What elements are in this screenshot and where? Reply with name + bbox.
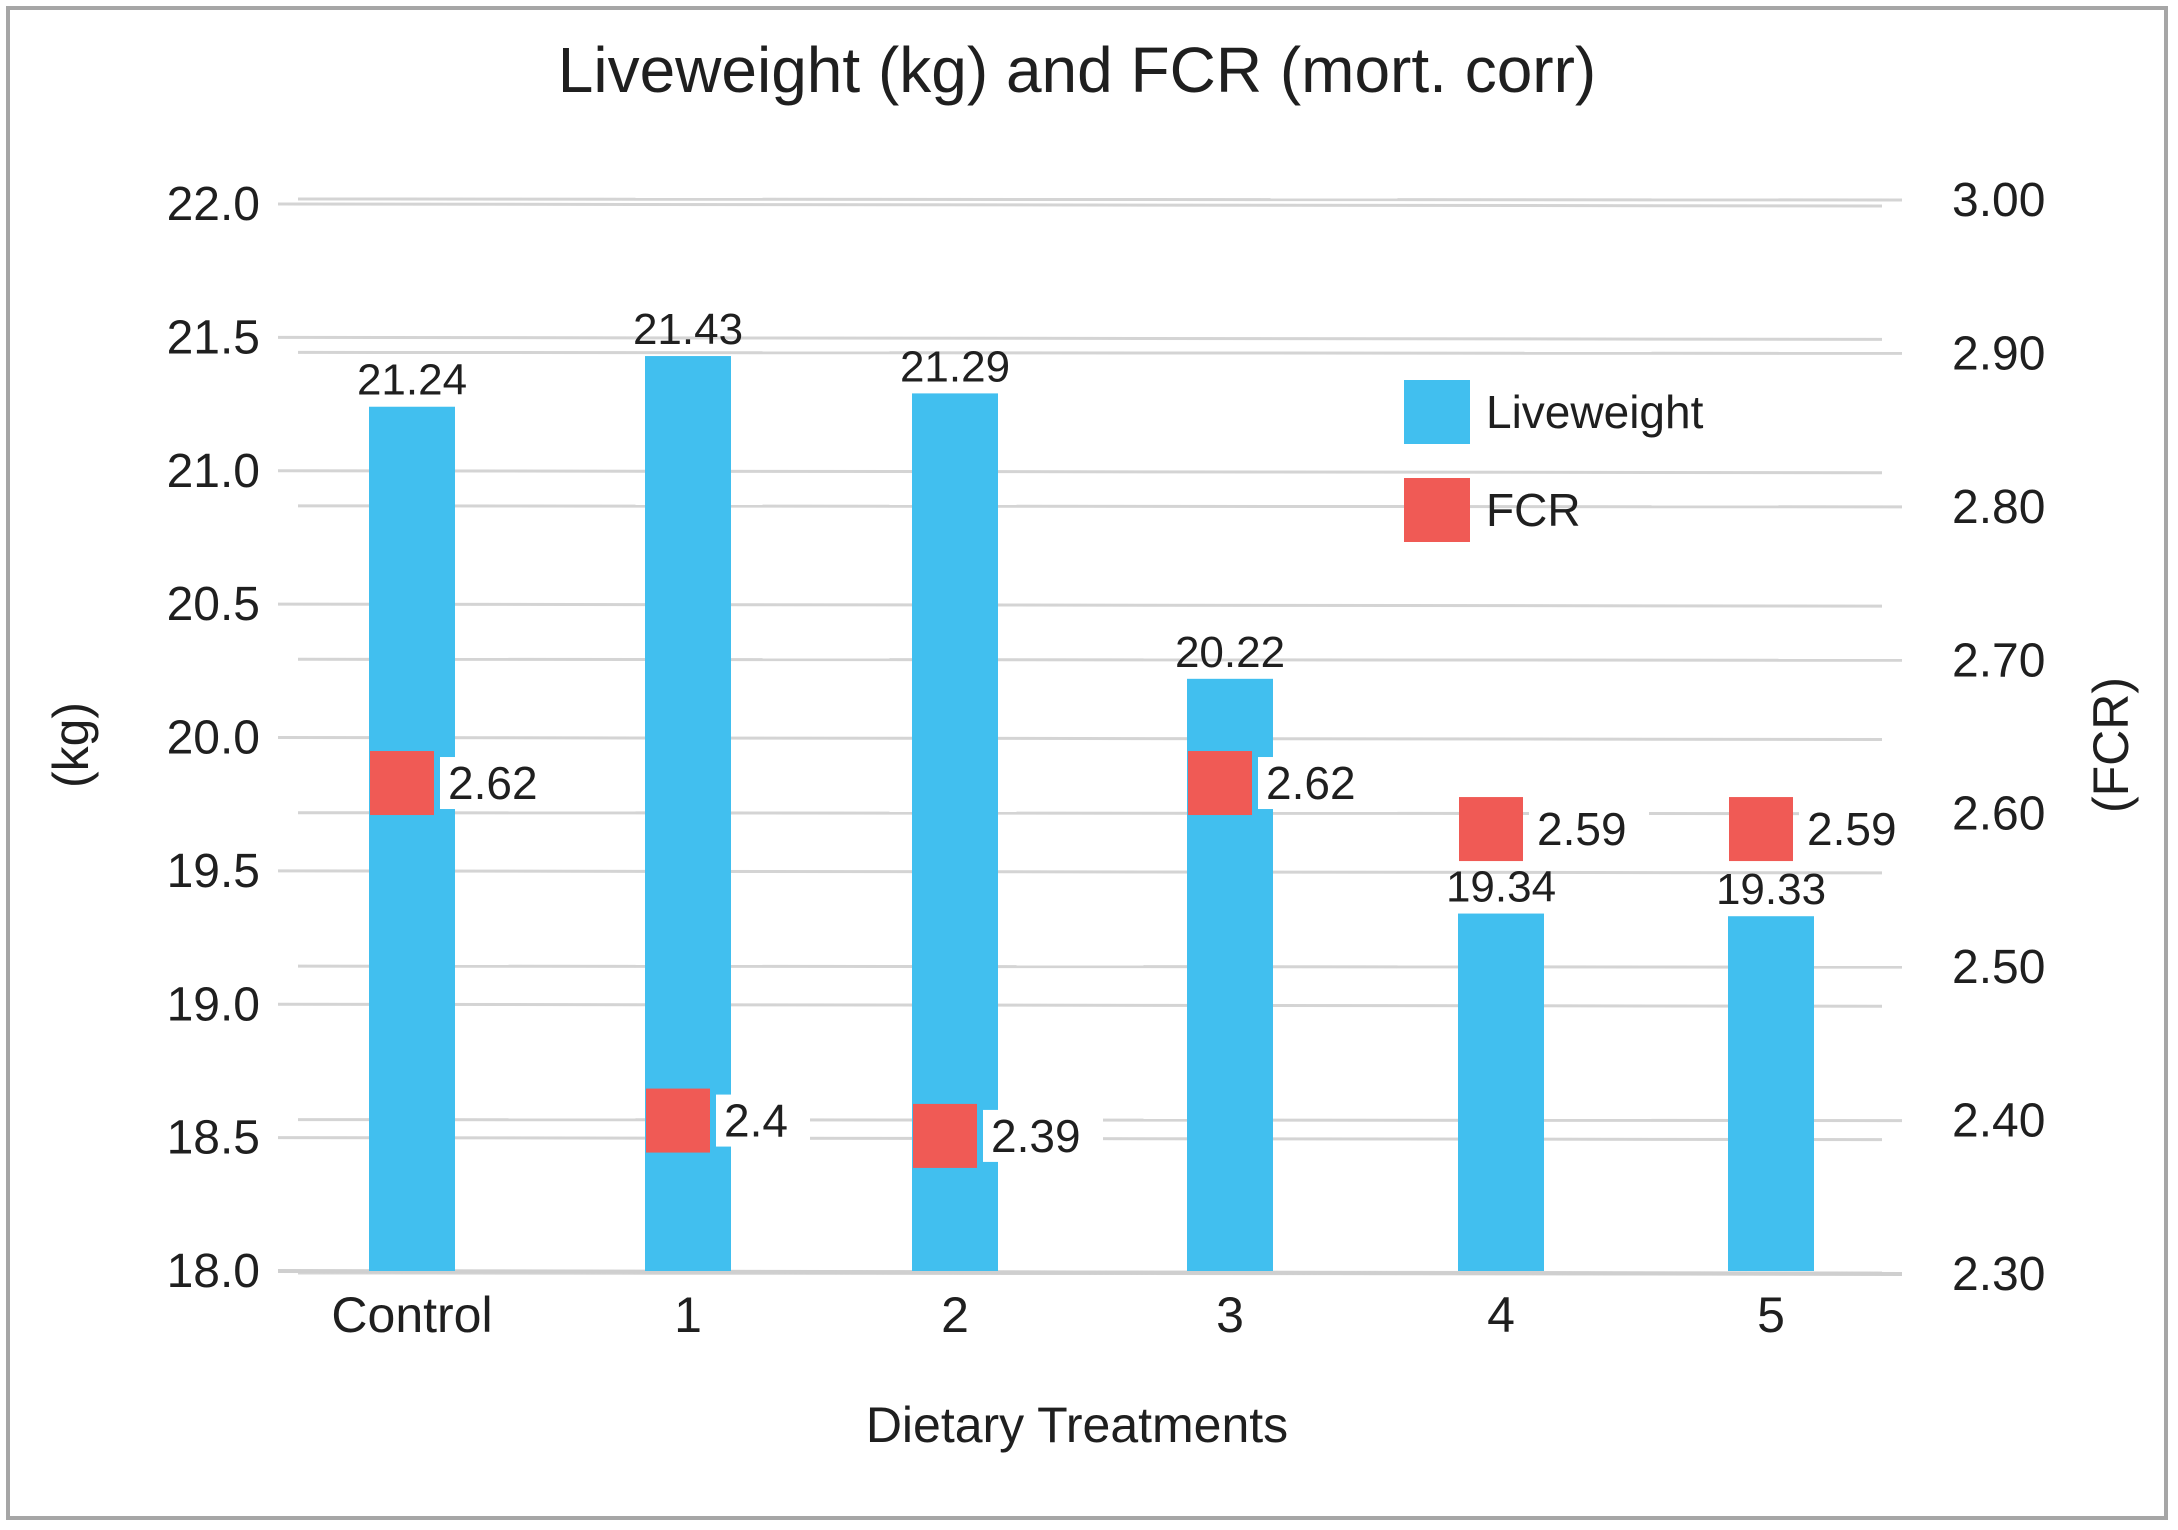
category-label: Control — [331, 1287, 492, 1343]
gridline-left — [277, 335, 1883, 341]
fcr-marker — [913, 1103, 977, 1168]
liveweight-data-label: 21.43 — [633, 305, 743, 354]
gridline-left — [277, 469, 1883, 475]
category-labels: Control 1 2 3 4 5 — [331, 1287, 1785, 1343]
legend: Liveweight FCR — [1404, 380, 1704, 542]
gridline-right — [297, 504, 1903, 509]
liveweight-data-label: 21.29 — [900, 342, 1010, 391]
liveweight-bar — [1458, 913, 1544, 1271]
y-tick-label: 19.0 — [167, 978, 260, 1031]
liveweight-bar — [1728, 916, 1814, 1271]
fcr-label-bg — [1799, 803, 1919, 856]
y2-tick-label: 2.80 — [1952, 481, 2045, 534]
liveweight-data-label: 19.33 — [1716, 865, 1826, 914]
gridline-left — [277, 1002, 1883, 1008]
fcr-label-bg — [440, 757, 560, 810]
chart-svg: Liveweight (kg) and FCR (mort. corr) 18.… — [43, 34, 2139, 1453]
y-tick-label: 20.5 — [167, 578, 260, 631]
fcr-marker — [370, 751, 434, 816]
y2-tick-label: 2.40 — [1952, 1095, 2045, 1148]
category-label: 1 — [674, 1287, 702, 1343]
category-label: 5 — [1757, 1287, 1785, 1343]
fcr-data-label: 2.59 — [1807, 803, 1897, 855]
fcr-data-label: 2.59 — [1537, 803, 1627, 855]
legend-label: Liveweight — [1486, 386, 1704, 438]
fcr-data-label: 2.4 — [724, 1095, 788, 1147]
fcr-marker — [1188, 751, 1252, 816]
gridline-left — [277, 736, 1883, 741]
category-label: 4 — [1487, 1287, 1515, 1343]
fcr-data-label: 2.62 — [448, 757, 538, 809]
y-tick-label: 22.0 — [167, 178, 260, 231]
legend-label: FCR — [1486, 484, 1581, 536]
y-tick-label: 19.5 — [167, 845, 260, 898]
y-tick-label: 18.5 — [167, 1112, 260, 1165]
fcr-data-label: 2.39 — [991, 1110, 1081, 1162]
y2-tick-label: 2.30 — [1952, 1248, 2045, 1301]
category-label: 2 — [941, 1287, 969, 1343]
x-axis-label: Dietary Treatments — [866, 1397, 1288, 1453]
gridline-right — [297, 350, 1903, 355]
y-axis-label: (kg) — [43, 702, 99, 788]
fcr-data-label: 2.62 — [1266, 757, 1356, 809]
x-axis-line — [277, 1269, 1903, 1276]
chart-frame: Liveweight (kg) and FCR (mort. corr) 18.… — [6, 6, 2168, 1520]
gridline-left — [277, 869, 1883, 875]
fcr-label-bg — [1258, 757, 1378, 810]
y2-tick-label: 2.70 — [1952, 634, 2045, 687]
liveweight-labels: 21.24 21.43 21.29 20.22 19.34 19.33 — [357, 305, 1826, 914]
y-tick-label: 18.0 — [167, 1245, 260, 1298]
fcr-marker — [646, 1088, 710, 1153]
y2-tick-label: 3.00 — [1952, 174, 2045, 227]
liveweight-bar — [369, 406, 455, 1272]
y2-tick-label: 2.60 — [1952, 788, 2045, 841]
y-tick-label: 20.0 — [167, 712, 260, 765]
y-tick-label: 21.5 — [167, 311, 260, 364]
fcr-label-bg — [1529, 803, 1649, 856]
fcr-label-bg — [716, 1094, 810, 1147]
gridline-right — [297, 657, 1903, 662]
y2-axis-label: (FCR) — [2083, 677, 2139, 813]
gridline-left — [277, 202, 1883, 208]
y2-tick-label: 2.50 — [1952, 941, 2045, 994]
legend-swatch — [1404, 478, 1470, 542]
gridline-left — [277, 602, 1883, 608]
fcr-label-bg — [983, 1109, 1103, 1162]
liveweight-data-label: 19.34 — [1446, 863, 1556, 912]
fcr-marker — [1729, 797, 1793, 862]
fcr-labels: 2.62 2.4 2.39 2.62 2.59 2.59 — [440, 757, 1919, 1162]
liveweight-data-label: 21.24 — [357, 356, 467, 405]
chart-title: Liveweight (kg) and FCR (mort. corr) — [558, 34, 1596, 106]
left-axis-ticks: 18.0 18.5 19.0 19.5 20.0 20.5 21.0 21.5 22.0 — [167, 178, 260, 1298]
legend-swatch — [1404, 380, 1470, 444]
gridline-right — [297, 964, 1903, 969]
liveweight-data-label: 20.22 — [1175, 628, 1285, 677]
fcr-markers — [370, 751, 1793, 1168]
y-tick-label: 21.0 — [167, 445, 260, 498]
y2-tick-label: 2.90 — [1952, 327, 2045, 380]
category-label: 3 — [1216, 1287, 1244, 1343]
gridline-right — [297, 197, 1903, 202]
right-axis-ticks: 2.30 2.40 2.50 2.60 2.70 2.80 2.90 3.00 — [1952, 174, 2045, 1301]
fcr-marker — [1459, 797, 1523, 862]
gridline-right — [297, 811, 1903, 816]
